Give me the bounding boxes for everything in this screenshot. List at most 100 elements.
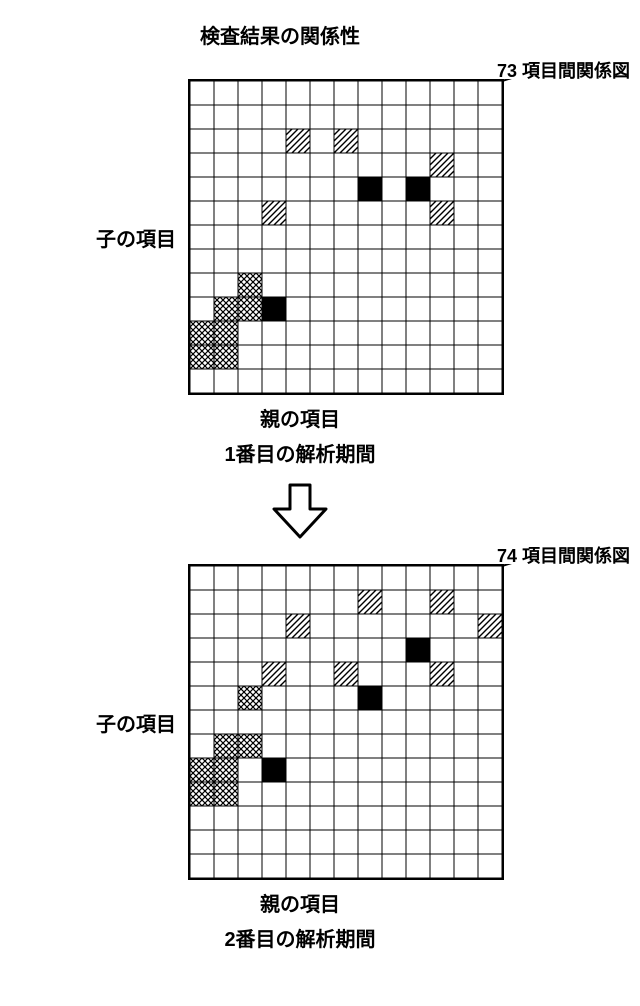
matrix-cell [238, 710, 262, 734]
period-caption-2: 2番目の解析期間 [0, 923, 640, 952]
y-axis-label-2: 子の項目 [96, 708, 176, 737]
matrix-cell [334, 81, 358, 105]
matrix-cell [358, 662, 382, 686]
matrix-cell [454, 129, 478, 153]
matrix-cell [238, 225, 262, 249]
matrix-cell [262, 321, 286, 345]
matrix-cell [406, 734, 430, 758]
matrix-cell [262, 369, 286, 393]
matrix-cell [406, 686, 430, 710]
matrix-cell [406, 830, 430, 854]
matrix-cell [214, 201, 238, 225]
matrix-cell [214, 614, 238, 638]
matrix-cell [406, 614, 430, 638]
matrix-cell [214, 321, 238, 345]
matrix-cell [286, 273, 310, 297]
matrix-cell [262, 81, 286, 105]
matrix-cell [238, 662, 262, 686]
matrix-cell [286, 153, 310, 177]
matrix-cell [214, 225, 238, 249]
matrix-cell [358, 201, 382, 225]
matrix-cell [310, 710, 334, 734]
matrix-cell [286, 806, 310, 830]
matrix-cell [406, 369, 430, 393]
matrix-cell [214, 782, 238, 806]
matrix-cell [406, 638, 430, 662]
matrix-cell [310, 321, 334, 345]
matrix-cell [430, 830, 454, 854]
matrix-cell [262, 782, 286, 806]
matrix-cell [478, 273, 502, 297]
matrix-cell [310, 686, 334, 710]
matrix-cell [334, 854, 358, 878]
matrix-cell [382, 830, 406, 854]
matrix-cell [454, 686, 478, 710]
matrix-cell [238, 249, 262, 273]
matrix-cell [286, 321, 310, 345]
callout-text-1: 73 項目間関係図 [497, 61, 630, 81]
matrix-cell [430, 734, 454, 758]
matrix-cell [190, 806, 214, 830]
matrix-cell [406, 249, 430, 273]
matrix-cell [358, 854, 382, 878]
matrix-cell [286, 177, 310, 201]
matrix-cell [238, 321, 262, 345]
matrix-cell [358, 297, 382, 321]
matrix-cell [358, 638, 382, 662]
matrix-cell [310, 297, 334, 321]
matrix-cell [190, 249, 214, 273]
matrix-cell [334, 734, 358, 758]
matrix-cell [214, 105, 238, 129]
matrix-cell [310, 854, 334, 878]
matrix-cell [286, 758, 310, 782]
matrix-cell [382, 105, 406, 129]
matrix-cell [406, 273, 430, 297]
matrix-cell [454, 345, 478, 369]
matrix-cell [190, 782, 214, 806]
matrix-cell [238, 830, 262, 854]
matrix-cell [406, 662, 430, 686]
matrix-cell [382, 806, 406, 830]
matrix-cell [430, 806, 454, 830]
matrix-cell [262, 686, 286, 710]
matrix-cell [310, 153, 334, 177]
matrix-cell [430, 686, 454, 710]
matrix-cell [478, 854, 502, 878]
matrix-cell [382, 710, 406, 734]
matrix-cell [190, 273, 214, 297]
matrix-cell [262, 297, 286, 321]
matrix-cell [406, 806, 430, 830]
matrix-cell [190, 201, 214, 225]
matrix-cell [286, 590, 310, 614]
matrix-cell [238, 638, 262, 662]
matrix-cell [190, 129, 214, 153]
matrix-cell [190, 854, 214, 878]
matrix-cell [190, 710, 214, 734]
matrix-cell [238, 614, 262, 638]
matrix-cell [406, 225, 430, 249]
matrix-cell [454, 734, 478, 758]
matrix-cell [454, 614, 478, 638]
matrix-cell [358, 566, 382, 590]
matrix-cell [334, 201, 358, 225]
matrix-cell [382, 638, 406, 662]
matrix-cell [358, 81, 382, 105]
matrix-cell [262, 758, 286, 782]
matrix-cell [262, 225, 286, 249]
matrix-cell [286, 129, 310, 153]
matrix-cell [430, 105, 454, 129]
matrix-cell [238, 782, 262, 806]
matrix-cell [382, 177, 406, 201]
matrix-cell [358, 345, 382, 369]
matrix-cell [262, 710, 286, 734]
matrix-cell [454, 369, 478, 393]
matrix-cell [406, 345, 430, 369]
matrix-cell [310, 590, 334, 614]
matrix-wrap-1: 子の項目 [0, 79, 640, 395]
x-axis-label-2: 親の項目 [0, 888, 640, 917]
matrix-cell [334, 105, 358, 129]
matrix-cell [454, 273, 478, 297]
matrix-cell [358, 686, 382, 710]
matrix-cell [454, 806, 478, 830]
matrix-cell [238, 297, 262, 321]
